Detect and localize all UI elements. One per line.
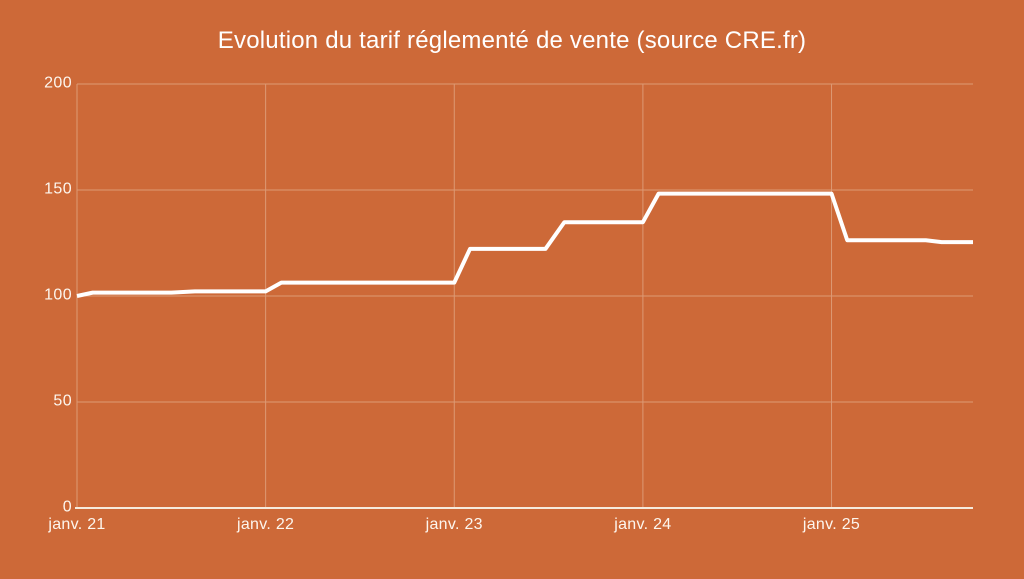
y-tick-label-150: 150 xyxy=(44,180,72,198)
gridlines xyxy=(76,83,973,508)
x-tick-label-janv25: janv. 25 xyxy=(802,516,861,533)
chart-title: Evolution du tarif réglementé de vente (… xyxy=(217,27,807,54)
x-tick-label-janv23: janv. 23 xyxy=(425,516,483,533)
y-tick-label-50: 50 xyxy=(53,392,72,410)
x-tick-label-janv22: janv. 22 xyxy=(236,516,295,533)
y-tick-label-100: 100 xyxy=(44,286,72,304)
tariff-data-line xyxy=(76,191,973,298)
x-tick-label-janv24: janv. 24 xyxy=(614,516,672,533)
y-tick-label-0: 0 xyxy=(62,498,72,516)
y-tick-label-200: 200 xyxy=(44,74,72,92)
x-tick-label-janv21: janv. 21 xyxy=(48,516,106,533)
